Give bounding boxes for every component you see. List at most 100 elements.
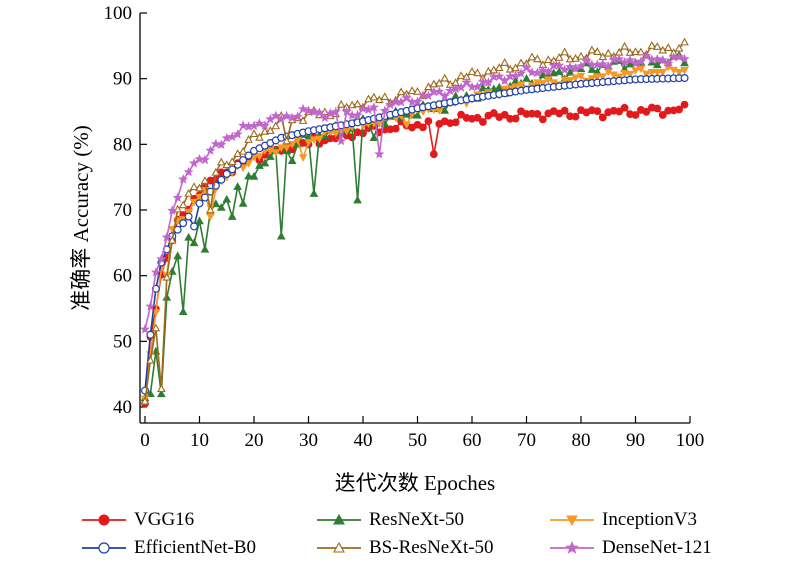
data-point (516, 68, 527, 78)
data-point (479, 118, 487, 126)
data-point (199, 154, 210, 165)
data-point (162, 272, 172, 281)
data-point (652, 53, 663, 64)
legend-label-efficientnet-b0: EfficientNet-B0 (134, 537, 257, 558)
data-point (581, 55, 592, 65)
data-point (543, 66, 554, 77)
data-point (669, 66, 678, 75)
data-point (516, 58, 526, 67)
data-point (216, 202, 226, 211)
data-point (533, 110, 542, 118)
data-point (260, 158, 270, 167)
x-tick-label: 30 (299, 430, 318, 451)
data-point (211, 199, 221, 208)
data-point (330, 106, 341, 117)
data-point (554, 60, 565, 70)
legend-swatch-efficientnet-b0 (82, 542, 126, 554)
data-point (587, 65, 597, 73)
data-point (576, 72, 586, 81)
data-point (598, 73, 608, 82)
data-point (140, 324, 150, 334)
data-point (401, 92, 412, 103)
data-point (615, 107, 624, 116)
data-point (146, 330, 155, 339)
data-point (217, 175, 226, 184)
data-point (419, 123, 427, 132)
data-point (173, 251, 183, 260)
data-point (417, 90, 428, 100)
data-point (636, 65, 646, 74)
data-point (303, 105, 314, 116)
legend-swatch-bs-resnext50 (317, 541, 361, 553)
data-point (494, 82, 504, 91)
data-point (385, 99, 396, 110)
data-point (500, 110, 509, 119)
data-point (478, 83, 488, 92)
y-axis-title: 准确率 Accuracy (%) (69, 125, 93, 310)
data-point (260, 126, 270, 135)
data-point (309, 189, 319, 197)
data-point (200, 176, 210, 184)
data-point (652, 60, 662, 69)
data-point (244, 160, 253, 168)
data-point (222, 194, 232, 203)
data-point (434, 78, 444, 87)
data-point (347, 100, 357, 109)
data-point (413, 87, 422, 95)
data-point (156, 253, 167, 264)
data-point (227, 157, 237, 165)
data-point (195, 199, 204, 208)
data-point (625, 71, 635, 79)
data-point (184, 208, 193, 217)
series-resnext-50 (140, 50, 689, 402)
x-tick-label: 50 (408, 430, 427, 451)
data-point (642, 70, 651, 79)
series-line (144, 41, 686, 402)
series-bs-resnext-50 (140, 37, 689, 405)
legend-swatch-inceptionv3 (550, 515, 594, 527)
data-point (439, 90, 450, 101)
data-point (538, 115, 547, 124)
legend-item-bs-resnext50: BS-ResNeXt-50 (315, 536, 494, 560)
data-point (277, 144, 286, 153)
data-point (157, 384, 166, 392)
data-point (266, 147, 275, 155)
data-point (489, 109, 498, 117)
data-point (483, 77, 494, 87)
data-point (281, 110, 292, 121)
data-point (620, 103, 629, 112)
data-point (620, 41, 629, 50)
data-point (532, 67, 543, 78)
data-point (184, 232, 193, 241)
data-point (244, 171, 253, 180)
data-point (210, 138, 221, 149)
data-point (336, 99, 346, 108)
data-point (232, 128, 243, 139)
data-point (658, 68, 667, 77)
data-point (195, 216, 204, 225)
data-point (631, 67, 640, 75)
data-point (609, 71, 618, 80)
data-point (172, 192, 183, 202)
data-point (369, 92, 379, 101)
legend-swatch-resnext50 (317, 513, 361, 525)
data-point (282, 144, 291, 152)
accuracy-line-chart: 40 50 60 70 80 90 100 0 10 20 30 40 50 60 70 80 90 100 迭… (69, 3, 704, 495)
legend-item-inceptionv3: InceptionV3 (548, 508, 697, 532)
data-point (522, 73, 531, 82)
data-point (167, 235, 177, 244)
data-point (533, 79, 542, 88)
data-point (657, 54, 668, 65)
legend-swatch-vgg16 (82, 514, 126, 526)
data-point (440, 73, 450, 82)
data-point (429, 150, 438, 159)
data-point (424, 117, 433, 126)
data-point (244, 135, 253, 143)
legend-item-densenet121: DenseNet-121 (548, 536, 712, 560)
data-point (571, 112, 580, 121)
data-point (614, 53, 625, 64)
data-point (363, 104, 374, 114)
data-point (680, 37, 689, 46)
data-point (680, 74, 689, 83)
data-point (238, 198, 248, 207)
